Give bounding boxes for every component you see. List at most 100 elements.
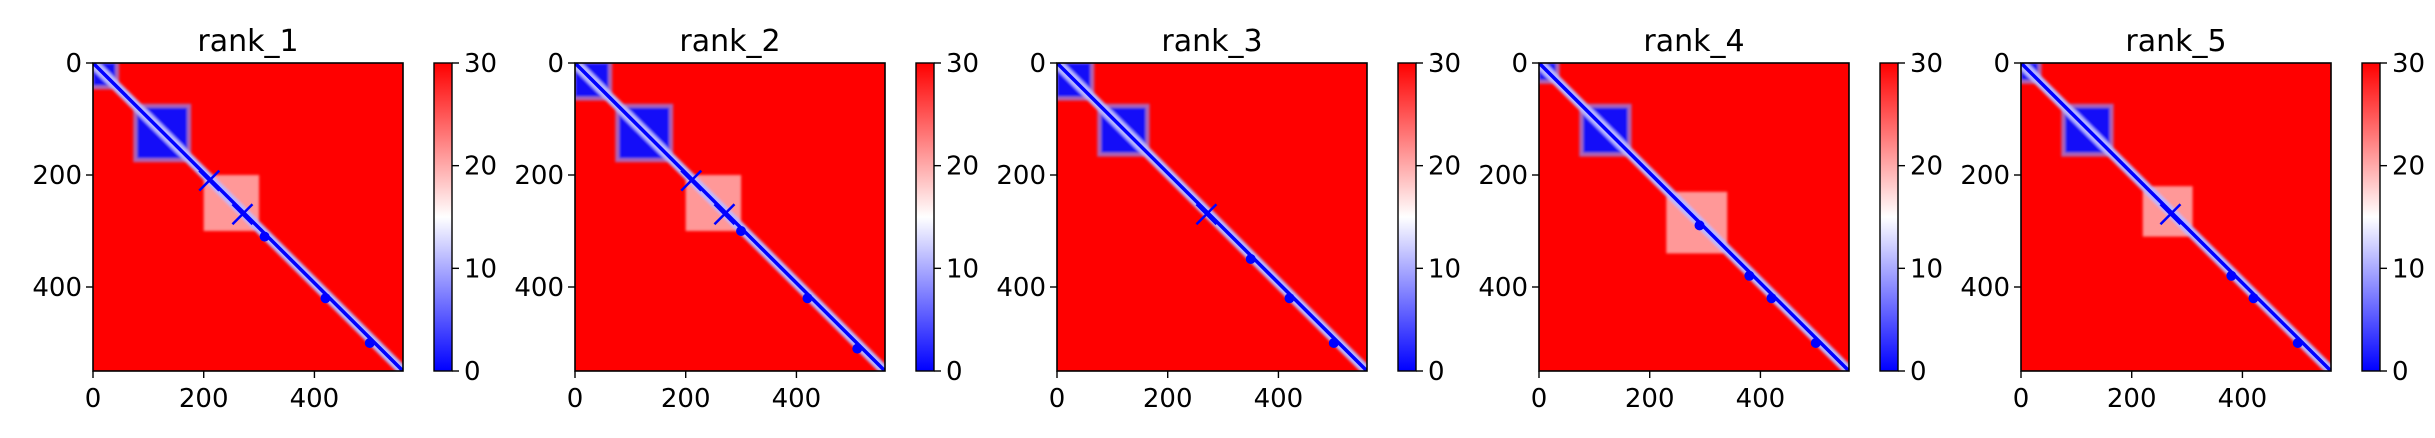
diagonal-dot (1744, 270, 1755, 281)
colorbar-tick-label: 20 (1910, 152, 1943, 182)
colorbar-tick-label: 30 (2392, 49, 2425, 79)
colorbar (1397, 62, 1417, 372)
x-tick-label: 0 (2013, 384, 2030, 414)
colorbar-tick-label: 10 (2392, 254, 2425, 284)
colorbar-tick-label: 20 (1428, 152, 1461, 182)
x-tick-label: 400 (2218, 384, 2268, 414)
y-tick-label: 200 (1960, 161, 2010, 191)
diagonal-line (93, 63, 403, 371)
y-tick-label: 400 (32, 273, 82, 303)
colorbar-tick-label: 10 (1910, 254, 1943, 284)
diagonal-dot (1284, 293, 1295, 304)
x-tick-label: 200 (1143, 384, 1193, 414)
heatmap-panel-3: rank_3 0 200 400 0 200 400 0 10 20 30 (996, 24, 1461, 414)
colorbar-tick-label: 30 (464, 49, 497, 79)
diagonal-line (1539, 63, 1849, 371)
y-tick-label: 400 (1478, 273, 1528, 303)
y-tick-label: 200 (1478, 161, 1528, 191)
panel-title: rank_1 (197, 24, 298, 59)
colorbar-tick-label: 0 (464, 357, 481, 387)
diagonal-dot (1245, 254, 1256, 264)
colorbar (433, 62, 453, 372)
x-tick-label: 200 (1625, 384, 1675, 414)
diagonal-line (575, 63, 885, 371)
x-tick-label: 400 (290, 384, 340, 414)
heatmap-image (1057, 63, 1367, 371)
colorbar-tick-label: 0 (2392, 357, 2409, 387)
cross-mark (680, 169, 703, 192)
diagonal-dot (364, 338, 375, 348)
x-tick-label: 400 (772, 384, 822, 414)
colorbar-tick-label: 0 (946, 357, 963, 387)
x-tick-label: 0 (567, 384, 584, 414)
colorbar-tick-label: 20 (946, 152, 979, 182)
diagonal-dot (1810, 338, 1821, 348)
heatmap-panel-2: rank_2 0 200 400 0 200 400 0 10 20 30 (514, 24, 979, 414)
diagonal-dot (2226, 270, 2237, 281)
y-tick-label: 0 (1511, 49, 1528, 79)
y-tick-label: 0 (65, 49, 82, 79)
cross-mark (198, 169, 221, 192)
y-tick-label: 0 (547, 49, 564, 79)
y-tick-label: 200 (514, 161, 564, 191)
colorbar-tick-label: 10 (464, 254, 497, 284)
x-tick-label: 200 (179, 384, 229, 414)
diagonal-line (2021, 63, 2331, 371)
colorbar-tick-label: 0 (1428, 357, 1445, 387)
axes-frame (1056, 62, 1368, 372)
colorbar (915, 62, 935, 372)
axes-frame (2020, 62, 2332, 372)
colorbar-tick-label: 20 (464, 152, 497, 182)
diagonal-dot (259, 231, 270, 242)
x-tick-label: 0 (85, 384, 102, 414)
colorbar-tick-label: 10 (946, 254, 979, 284)
heatmap-image (93, 63, 403, 371)
cross-mark (231, 203, 254, 226)
heatmap-panel-5: rank_5 0 200 400 0 200 400 0 10 20 30 (1960, 24, 2425, 414)
diagonal-dot (2248, 293, 2259, 304)
y-tick-label: 200 (32, 161, 82, 191)
colorbar-tick-label: 10 (1428, 254, 1461, 284)
heatmap-panel-1: rank_1 0 200 400 0 200 400 0 10 20 30 (32, 24, 497, 414)
y-tick-label: 400 (996, 273, 1046, 303)
y-tick-label: 0 (1029, 49, 1046, 79)
y-tick-label: 200 (996, 161, 1046, 191)
diagonal-dot (320, 293, 331, 304)
y-tick-label: 0 (1993, 49, 2010, 79)
panel-title: rank_4 (1643, 24, 1744, 59)
heatmap-image (2021, 63, 2331, 371)
diagonal-dot (1766, 293, 1777, 304)
diagonal-dot (736, 226, 747, 236)
colorbar (1879, 62, 1899, 372)
heatmap-panel-4: rank_4 0 200 400 0 200 400 0 10 20 30 (1478, 24, 1943, 414)
axes-frame (1538, 62, 1850, 372)
y-tick-label: 400 (514, 273, 564, 303)
y-tick-label: 400 (1960, 273, 2010, 303)
axes-frame (92, 62, 404, 372)
colorbar-tick-label: 20 (2392, 152, 2425, 182)
x-tick-label: 200 (2107, 384, 2157, 414)
panel-title: rank_3 (1161, 24, 1262, 59)
diagonal-dot (802, 293, 813, 304)
heatmap-image (575, 63, 885, 371)
axes-frame (574, 62, 886, 372)
colorbar-tick-label: 30 (1910, 49, 1943, 79)
cross-mark (2159, 203, 2182, 226)
panel-title: rank_2 (679, 24, 780, 59)
x-tick-label: 400 (1254, 384, 1304, 414)
colorbar (2361, 62, 2381, 372)
x-tick-label: 0 (1531, 384, 1548, 414)
diagonal-dot (1328, 338, 1339, 348)
cross-mark (713, 203, 736, 226)
x-tick-label: 0 (1049, 384, 1066, 414)
heatmap-image (1539, 63, 1849, 371)
colorbar-tick-label: 0 (1910, 357, 1927, 387)
diagonal-dot (1694, 220, 1705, 231)
panel-title: rank_5 (2125, 24, 2226, 59)
cross-mark (1195, 203, 1218, 226)
colorbar-tick-label: 30 (1428, 49, 1461, 79)
colorbar-tick-label: 30 (946, 49, 979, 79)
diagonal-line (1057, 63, 1367, 371)
